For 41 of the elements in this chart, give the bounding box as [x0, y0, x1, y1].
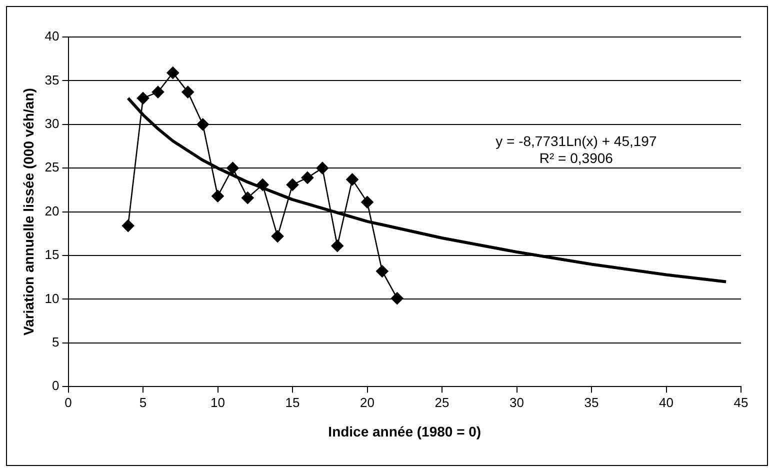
- annotation: y = -8,7731Ln(x) + 45,197: [496, 132, 657, 149]
- point: [166, 66, 180, 79]
- point: [346, 173, 358, 186]
- y-tick-label: 0: [52, 378, 60, 394]
- point: [271, 230, 284, 242]
- point: [331, 240, 344, 252]
- point: [196, 118, 209, 131]
- point: [286, 178, 299, 191]
- y-tick-label: 35: [44, 72, 60, 88]
- point: [152, 86, 164, 98]
- y-tick-label: 25: [44, 160, 60, 175]
- y-tick-label: 5: [52, 334, 60, 350]
- x-tick-label: 25: [434, 394, 450, 410]
- x-tick-label: 30: [510, 394, 524, 410]
- x-axis-title: Indice année (1980 = 0): [328, 423, 482, 440]
- y-tick-label: 40: [44, 28, 60, 44]
- point: [242, 192, 254, 204]
- point: [376, 265, 388, 278]
- x-tick-label: 40: [659, 394, 674, 410]
- x-tick-label: 20: [360, 394, 374, 410]
- x-tick-label: 0: [64, 394, 72, 410]
- point: [136, 92, 150, 104]
- point: [391, 292, 404, 304]
- y-tick-label: 10: [44, 290, 60, 306]
- point: [361, 196, 374, 208]
- y-axis-title: Variation annuelle lissée (000 véh/an): [20, 88, 36, 336]
- point: [122, 220, 134, 232]
- y-tick-label: 30: [44, 116, 60, 131]
- point: [316, 162, 329, 174]
- x-tick-label: 10: [210, 394, 225, 410]
- x-tick-label: 15: [285, 394, 300, 410]
- point: [301, 172, 314, 184]
- point: [212, 190, 224, 202]
- x-tick-label: 35: [584, 394, 599, 410]
- annotation: R² = 0,3906: [539, 150, 614, 166]
- y-tick-label: 20: [44, 203, 60, 218]
- point: [182, 86, 194, 98]
- x-tick-label: 45: [734, 394, 748, 410]
- x-tick-label: 5: [139, 394, 147, 410]
- point: [226, 162, 239, 174]
- y-tick-label: 15: [44, 247, 60, 262]
